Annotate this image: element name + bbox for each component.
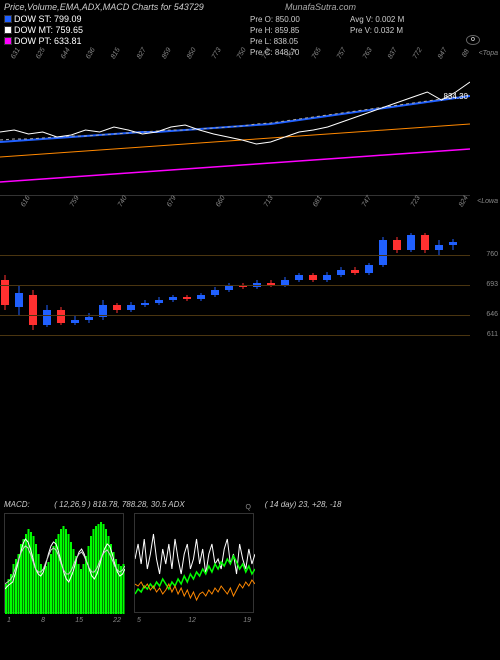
pre-v: Pre V: 0.032 M [350,25,404,36]
pre-open: Pre O: 850.00 [250,14,300,25]
grid-label: 760 [486,251,498,258]
indicator-label: DOW MT: 759.65 [14,25,83,35]
indicator-legend: DOW ST: 799.09DOW MT: 759.65DOW PT: 633.… [4,14,83,47]
axis-tick: 837 [387,47,399,61]
axis-tick: 616 [20,195,32,209]
avg-v: Avg V: 0.002 M [350,14,404,25]
axis-tick: 827 [135,47,147,61]
axis-tick: 19 [243,617,251,624]
candlestick-chart: 760 693 646 611 [0,225,470,375]
adx-subchart: Q 51219 [134,513,254,613]
axis-tick: 765 [311,47,323,61]
axis-tick: 772 [412,47,424,61]
price-marker: 834.30 [444,92,468,101]
top-axis-label: <Topa [479,50,498,57]
indicator-label: DOW PT: 633.81 [14,36,82,46]
axis-tick: 757 [336,47,348,61]
pre-high: Pre H: 859.85 [250,25,300,36]
indicator-item: DOW ST: 799.09 [4,14,83,24]
indicator-color [4,15,12,23]
watermark: MunafaSutra.com [285,2,356,12]
grid-label: 646 [486,311,498,318]
bottom-indicators: MACD: ( 12,26,9 ) 818.78, 788.28, 30.5 A… [4,500,496,613]
indicator-color [4,37,12,45]
lower-axis-label: <Lowa [477,198,498,205]
macd-label: MACD: [4,500,30,509]
axis-tick: 681 [312,195,324,209]
grid-label: 611 [487,331,498,338]
axis-tick: 631 [10,47,22,61]
macd-info: ( 12,26,9 ) 818.78, 788.28, 30.5 ADX [54,500,184,509]
grid-line: 611 [0,335,470,336]
axis-tick: 15 [75,617,83,624]
axis-tick: 5 [137,617,141,624]
oval-indicator: o [466,35,480,45]
axis-tick: 660 [215,195,227,209]
grid-label: 693 [486,281,498,288]
indicator-item: DOW PT: 633.81 [4,36,83,46]
macd-subchart: 181522 [4,513,124,613]
adx-info: ( 14 day) 23, +28, -18 [265,500,342,509]
axis-tick: 750 [236,47,248,61]
grid-line: 646 [0,315,470,316]
grid-line: 693 [0,285,470,286]
axis-tick: 773 [211,47,223,61]
axis-tick: 88 [461,48,471,58]
axis-tick: 824 [458,195,470,209]
lower-axis: 616759740679660713681747723824 [20,198,470,205]
axis-tick: 747 [361,195,373,209]
axis-tick: 625 [35,47,47,61]
axis-tick: 859 [161,47,173,61]
axis-tick: 759 [69,195,81,209]
axis-tick: 850 [186,47,198,61]
price-line-chart: 834.30 [0,62,470,192]
axis-tick: 847 [437,47,449,61]
axis-tick: 815 [110,47,122,61]
axis-tick: 12 [188,617,196,624]
axis-tick: 22 [113,617,121,624]
axis-tick: 763 [361,47,373,61]
axis-tick: 644 [60,47,72,61]
axis-tick: 713 [263,195,275,209]
axis-tick: 636 [85,47,97,61]
chart-container: Price,Volume,EMA,ADX,MACD Charts for 543… [0,0,500,660]
top-axis: 6316256446368158278598507737507347617657… [10,50,470,57]
chart-title: Price,Volume,EMA,ADX,MACD Charts for 543… [4,2,204,12]
axis-tick: 679 [166,195,178,209]
header: Price,Volume,EMA,ADX,MACD Charts for 543… [4,2,496,12]
grid-line: 760 [0,255,470,256]
pre-low: Pre L: 838.05 [250,36,300,47]
axis-tick: 1 [7,617,11,624]
axis-tick: 8 [41,617,45,624]
indicator-item: DOW MT: 759.65 [4,25,83,35]
indicator-label: DOW ST: 799.09 [14,14,82,24]
axis-tick: 740 [117,195,129,209]
indicator-color [4,26,12,34]
avg-volume: Avg V: 0.002 M Pre V: 0.032 M [350,14,404,36]
axis-tick: 723 [409,195,421,209]
